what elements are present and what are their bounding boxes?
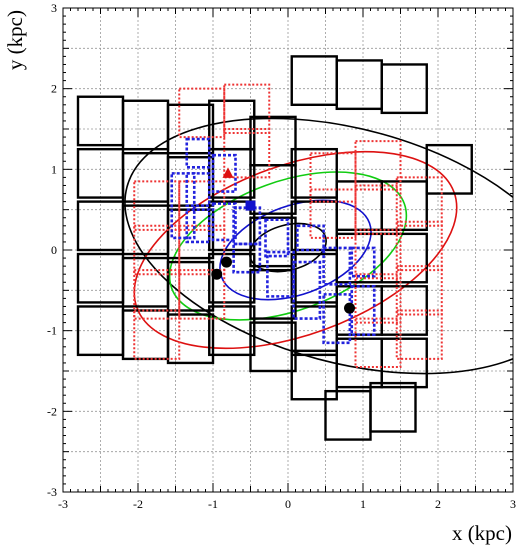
black-square xyxy=(249,115,297,167)
black-square xyxy=(166,260,215,312)
x-tick-label: 3 xyxy=(510,497,516,511)
black-square xyxy=(208,305,256,357)
blue-dotted-rect xyxy=(292,260,322,320)
blue-dotted-rect xyxy=(170,172,196,240)
markers xyxy=(211,167,355,314)
black-square xyxy=(369,381,417,433)
red-dotted-square xyxy=(133,309,181,360)
red-dotted-square xyxy=(178,269,226,320)
red-dotted-square xyxy=(309,152,357,203)
y-axis-label: y (kpc) xyxy=(3,10,27,70)
contour-black-outer xyxy=(124,117,513,375)
red-dotted-square xyxy=(354,317,402,368)
y-tick-label: -2 xyxy=(47,404,57,418)
black-square xyxy=(380,63,428,115)
y-tick-label: 2 xyxy=(51,82,57,96)
black-square xyxy=(290,147,338,199)
blue-dotted-rect xyxy=(264,218,290,258)
red-dotted-square xyxy=(178,224,226,276)
blue-square xyxy=(245,200,256,211)
y-tick-label: 1 xyxy=(51,162,57,176)
red-dotted-square xyxy=(178,87,226,139)
black-square xyxy=(208,252,256,304)
red-dotted-square xyxy=(354,184,402,235)
red-dotted-square xyxy=(309,188,357,239)
blue-dotted-rect xyxy=(185,208,211,244)
black-square xyxy=(380,337,428,389)
x-tick-label: -1 xyxy=(208,497,218,511)
y-tick-label: -3 xyxy=(47,485,57,499)
black-square xyxy=(208,99,256,151)
y-tick-label: 0 xyxy=(51,243,57,257)
x-tick-label: -3 xyxy=(58,497,68,511)
blue-dotted-rect xyxy=(322,293,352,345)
blue-dotted-rect xyxy=(232,242,262,274)
black-circle-2 xyxy=(211,268,223,280)
black-square xyxy=(166,103,215,155)
axis-ticks xyxy=(62,7,514,493)
black-square xyxy=(249,321,297,373)
red-dotted-square xyxy=(395,265,443,316)
black-square xyxy=(380,232,428,284)
black-square xyxy=(249,216,297,268)
red-dotted-square xyxy=(395,176,443,227)
red-dotted-square xyxy=(395,220,443,272)
blue-dotted-rect xyxy=(185,172,211,207)
blue-dotted-rect xyxy=(232,206,262,246)
red-dotted-square xyxy=(223,83,271,135)
x-tick-label: 2 xyxy=(435,497,441,511)
blue-dotted-rect xyxy=(211,202,237,242)
x-tick-label: 1 xyxy=(360,497,366,511)
red-dotted-square xyxy=(133,180,181,231)
contour-red xyxy=(133,150,458,350)
black-circle-3 xyxy=(344,302,355,314)
black-square xyxy=(380,180,428,232)
black-square xyxy=(249,268,297,320)
red-dotted-square xyxy=(133,224,181,276)
y-tick-label: 3 xyxy=(51,1,57,15)
red-dotted-square xyxy=(354,273,402,324)
red-dotted-square xyxy=(223,128,271,179)
red-dotted-squares xyxy=(133,83,443,368)
black-square xyxy=(425,143,473,195)
blue-dotted-rects xyxy=(170,137,376,345)
x-tick-labels: -3 -2 -1 0 1 2 3 xyxy=(58,497,516,511)
red-dotted-square xyxy=(178,180,226,231)
y-tick-label: -1 xyxy=(47,324,57,338)
blue-dotted-rect xyxy=(185,137,211,169)
red-triangle xyxy=(222,167,234,178)
plot-area xyxy=(76,55,513,441)
black-circle-1 xyxy=(221,256,232,268)
red-dotted-square xyxy=(133,269,181,320)
x-tick-label: -2 xyxy=(133,497,143,511)
red-dotted-square xyxy=(354,140,402,191)
red-dotted-square xyxy=(395,309,443,360)
x-tick-label: 0 xyxy=(285,497,291,511)
blue-dotted-rect xyxy=(322,246,352,286)
blue-dotted-rect xyxy=(350,246,376,278)
x-axis-label: x (kpc) xyxy=(452,521,512,545)
red-dotted-square xyxy=(354,228,402,280)
y-tick-labels: -3 -2 -1 0 1 2 3 xyxy=(47,1,57,499)
black-square xyxy=(166,313,215,365)
blue-dotted-rect xyxy=(211,153,237,193)
